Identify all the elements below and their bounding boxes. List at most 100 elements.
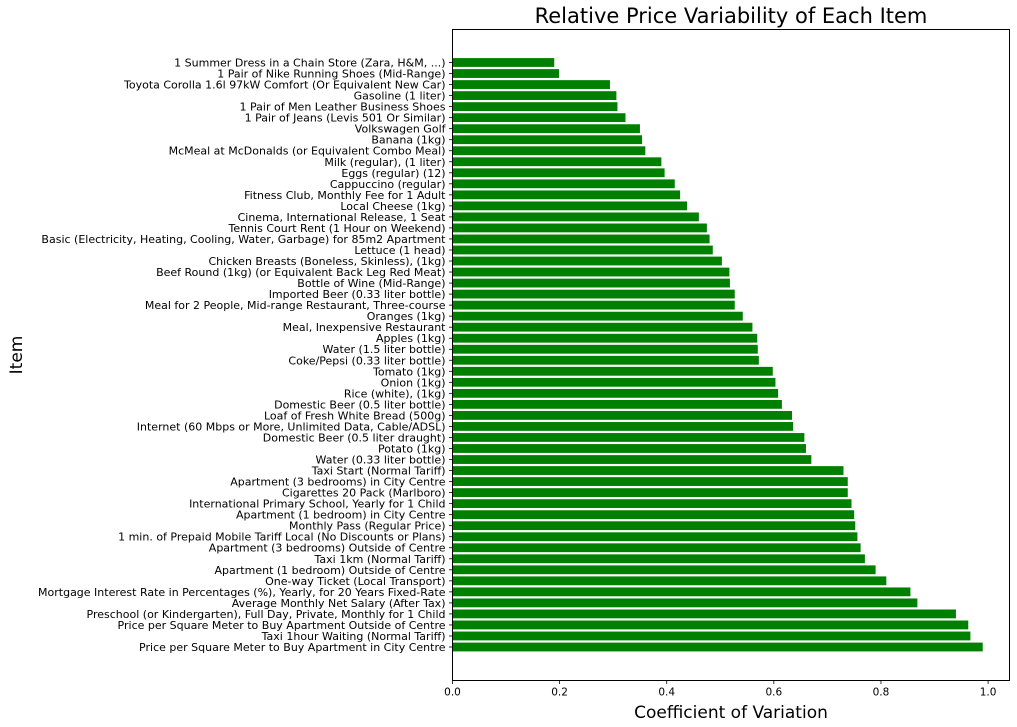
bar [452, 410, 793, 420]
category-label: Apartment (3 bedrooms) in City Centre [230, 476, 445, 489]
category-label: One-way Ticket (Local Transport) [265, 575, 445, 588]
category-label: Domestic Beer (0.5 liter bottle) [274, 398, 445, 411]
bar [452, 521, 856, 531]
category-label: Toyota Corolla 1.6l 97kW Comfort (Or Equ… [123, 79, 446, 92]
bar [452, 444, 806, 453]
category-label: Oranges (1kg) [367, 310, 446, 323]
category-label: Loaf of Fresh White Bread (500g) [264, 409, 446, 422]
bar [452, 113, 626, 123]
category-label: Monthly Pass (Regular Price) [289, 520, 445, 533]
category-label: Basic (Electricity, Heating, Cooling, Wa… [41, 233, 446, 246]
bar [452, 69, 560, 78]
bar [452, 190, 681, 200]
bar [452, 598, 918, 608]
category-label: Price per Square Meter to Buy Apartment … [139, 641, 446, 654]
bars-group [452, 58, 983, 652]
category-label: Taxi Start (Normal Tariff) [311, 465, 446, 478]
category-label: Apples (1kg) [376, 332, 445, 345]
x-axis-ticks: 0.0 0.2 0.4 0.6 0.8 1.0 [444, 680, 997, 699]
bar [452, 223, 707, 233]
bar [452, 212, 699, 222]
category-label: Beef Round (1kg) (or Equivalent Back Leg… [156, 266, 445, 279]
category-label: Rice (white), (1kg) [344, 387, 446, 400]
category-label: Water (1.5 liter bottle) [323, 343, 446, 356]
category-label: Cigarettes 20 Pack (Marlboro) [282, 487, 446, 500]
bar [452, 477, 848, 486]
bar [452, 245, 713, 255]
category-label: Imported Beer (0.33 liter bottle) [269, 288, 446, 301]
bar [452, 455, 812, 464]
chart-title: Relative Price Variability of Each Item [535, 4, 928, 28]
category-label: Mortgage Interest Rate in Percentages (%… [38, 586, 446, 599]
category-label: 1 Pair of Jeans (Levis 501 Or Similar) [245, 112, 446, 125]
bar [452, 587, 911, 597]
category-label: 1 Summer Dress in a Chain Store (Zara, H… [174, 57, 445, 70]
x-tick-label: 0.0 [444, 687, 461, 699]
category-label: Average Monthly Net Salary (After Tax) [232, 597, 446, 610]
plot-frame [452, 29, 1010, 681]
bar [452, 499, 852, 509]
category-label: Tennis Court Rent (1 Hour on Weekend) [228, 222, 446, 235]
category-label: Gasoline (1 liter) [354, 90, 446, 103]
category-label: McMeal at McDonalds (or Equivalent Combo… [169, 145, 446, 158]
category-label: Preschool (or Kindergarten), Full Day, P… [87, 608, 446, 621]
category-label: Domestic Beer (0.5 liter draught) [263, 431, 446, 444]
bar [452, 333, 758, 343]
bar [452, 344, 758, 354]
category-label: Chicken Breasts (Boneless, Skinless), (1… [208, 255, 445, 268]
bar [452, 543, 861, 553]
x-axis-title: Coefficient of Variation [634, 703, 828, 723]
x-tick-label: 0.6 [765, 687, 782, 699]
bar [452, 91, 617, 100]
bar [452, 422, 794, 431]
bar [452, 433, 805, 442]
bar [452, 168, 665, 178]
bar [452, 102, 618, 112]
bar [452, 642, 983, 652]
category-label: Price per Square Meter to Buy Apartment … [118, 619, 446, 632]
bar [452, 179, 675, 189]
category-label: Fitness Club, Monthly Fee for 1 Adult [244, 189, 446, 202]
category-labels: 1 Summer Dress in a Chain Store (Zara, H… [38, 57, 453, 654]
x-tick-label: 0.4 [658, 687, 675, 699]
bar [452, 510, 855, 520]
bar [452, 322, 753, 332]
bar [452, 554, 865, 564]
bar [452, 58, 555, 67]
category-label: Tomato (1kg) [372, 365, 446, 378]
category-label: Taxi 1hour Waiting (Normal Tariff) [261, 630, 446, 643]
category-label: Cappuccino (regular) [330, 178, 446, 191]
bar [452, 609, 956, 619]
bar [452, 157, 662, 167]
category-label: International Primary School, Yearly for… [189, 498, 445, 511]
y-axis-title: Item [7, 336, 27, 375]
category-label: Milk (regular), (1 liter) [324, 156, 445, 169]
bar [452, 234, 710, 244]
bar [452, 201, 688, 211]
category-label: 1 min. of Prepaid Mobile Tariff Local (N… [118, 531, 445, 544]
bar [452, 80, 610, 89]
bar [452, 565, 876, 575]
bar [452, 388, 779, 398]
bar [452, 355, 759, 365]
bar [452, 300, 735, 310]
bar [452, 278, 730, 288]
category-label: Apartment (1 bedroom) in City Centre [236, 509, 446, 522]
x-tick-label: 0.2 [551, 687, 568, 699]
bar [452, 576, 887, 586]
category-label: Lettuce (1 head) [354, 244, 445, 257]
bar [452, 256, 722, 266]
bar [452, 377, 776, 387]
category-label: Onion (1kg) [381, 376, 446, 389]
category-label: Volkswagen Golf [355, 123, 447, 136]
bar [452, 146, 646, 156]
category-label: Meal, Inexpensive Restaurant [283, 321, 447, 334]
bar [452, 124, 640, 134]
category-label: Meal for 2 People, Mid-range Restaurant,… [145, 299, 446, 312]
category-label: 1 Pair of Nike Running Shoes (Mid-Range) [217, 68, 445, 81]
x-tick-label: 1.0 [980, 687, 997, 699]
category-label: 1 Pair of Men Leather Business Shoes [240, 101, 446, 114]
bar [452, 399, 782, 409]
bar [452, 466, 844, 475]
category-label: Coke/Pepsi (0.33 liter bottle) [288, 354, 445, 367]
